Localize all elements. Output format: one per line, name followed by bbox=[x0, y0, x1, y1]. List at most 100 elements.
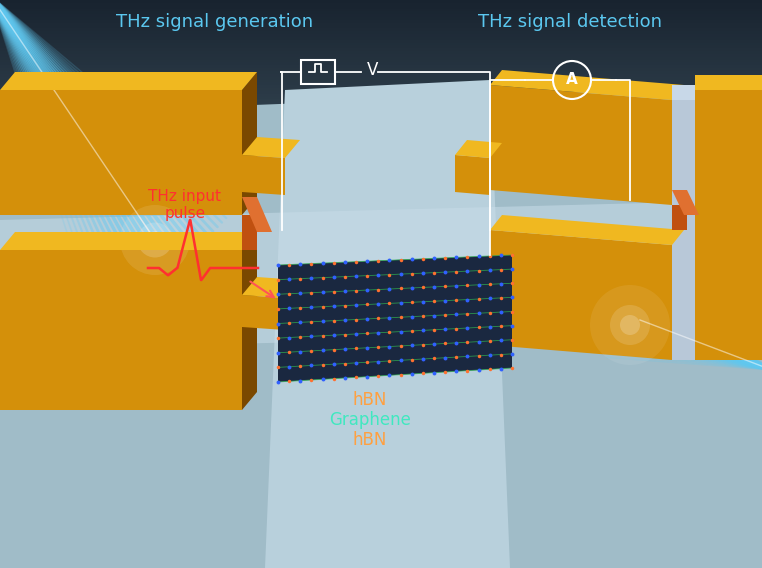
Polygon shape bbox=[0, 506, 762, 508]
Polygon shape bbox=[0, 488, 762, 491]
Text: hBN: hBN bbox=[353, 391, 387, 409]
Polygon shape bbox=[0, 264, 762, 267]
Polygon shape bbox=[0, 193, 762, 196]
Polygon shape bbox=[0, 68, 762, 71]
Polygon shape bbox=[0, 415, 762, 417]
Polygon shape bbox=[490, 70, 684, 100]
Polygon shape bbox=[490, 230, 672, 360]
Polygon shape bbox=[0, 185, 762, 187]
Polygon shape bbox=[0, 500, 762, 503]
Polygon shape bbox=[0, 250, 762, 253]
Polygon shape bbox=[0, 82, 762, 85]
Polygon shape bbox=[0, 145, 762, 148]
Polygon shape bbox=[0, 559, 762, 562]
Polygon shape bbox=[0, 128, 762, 131]
Polygon shape bbox=[0, 540, 762, 542]
Polygon shape bbox=[0, 301, 762, 304]
Polygon shape bbox=[0, 491, 762, 494]
Polygon shape bbox=[0, 349, 762, 352]
Polygon shape bbox=[0, 520, 762, 523]
Polygon shape bbox=[0, 369, 762, 372]
Polygon shape bbox=[0, 114, 762, 116]
Polygon shape bbox=[0, 210, 762, 213]
Polygon shape bbox=[0, 497, 762, 500]
Polygon shape bbox=[0, 511, 762, 514]
Polygon shape bbox=[455, 292, 490, 330]
Polygon shape bbox=[0, 429, 762, 432]
Polygon shape bbox=[455, 140, 502, 158]
Polygon shape bbox=[672, 85, 684, 205]
Text: THz input
pulse: THz input pulse bbox=[149, 189, 222, 221]
Polygon shape bbox=[0, 139, 762, 142]
Polygon shape bbox=[0, 142, 762, 145]
Polygon shape bbox=[0, 219, 762, 222]
Polygon shape bbox=[0, 85, 762, 88]
Polygon shape bbox=[0, 528, 762, 531]
Polygon shape bbox=[0, 65, 762, 68]
Polygon shape bbox=[0, 531, 762, 534]
Polygon shape bbox=[0, 344, 762, 346]
Polygon shape bbox=[0, 250, 242, 410]
Polygon shape bbox=[0, 258, 762, 261]
Polygon shape bbox=[0, 261, 762, 264]
Polygon shape bbox=[0, 403, 762, 406]
Polygon shape bbox=[0, 469, 762, 471]
Polygon shape bbox=[490, 85, 672, 205]
Polygon shape bbox=[265, 80, 510, 568]
Polygon shape bbox=[0, 91, 762, 94]
Polygon shape bbox=[0, 71, 762, 74]
Polygon shape bbox=[0, 463, 762, 466]
Polygon shape bbox=[0, 318, 762, 321]
Polygon shape bbox=[455, 155, 490, 195]
Polygon shape bbox=[0, 267, 762, 270]
Polygon shape bbox=[0, 273, 762, 275]
Polygon shape bbox=[0, 452, 762, 454]
Polygon shape bbox=[0, 378, 762, 381]
Polygon shape bbox=[0, 179, 762, 182]
Polygon shape bbox=[0, 548, 762, 551]
Polygon shape bbox=[0, 406, 762, 409]
Polygon shape bbox=[0, 304, 762, 307]
Text: THz signal detection: THz signal detection bbox=[478, 13, 662, 31]
Polygon shape bbox=[0, 423, 762, 426]
Polygon shape bbox=[0, 122, 762, 125]
Polygon shape bbox=[242, 155, 285, 195]
Polygon shape bbox=[0, 312, 762, 315]
Polygon shape bbox=[0, 293, 762, 295]
Polygon shape bbox=[0, 85, 762, 568]
Polygon shape bbox=[0, 99, 762, 102]
Polygon shape bbox=[0, 457, 762, 460]
Polygon shape bbox=[0, 562, 762, 565]
Polygon shape bbox=[0, 284, 762, 287]
Polygon shape bbox=[0, 216, 762, 219]
Polygon shape bbox=[0, 77, 762, 80]
Polygon shape bbox=[0, 514, 762, 517]
Polygon shape bbox=[455, 277, 502, 295]
Polygon shape bbox=[0, 156, 762, 159]
Polygon shape bbox=[0, 204, 762, 207]
Polygon shape bbox=[0, 435, 762, 437]
Polygon shape bbox=[242, 277, 300, 298]
Polygon shape bbox=[0, 247, 762, 250]
Polygon shape bbox=[0, 224, 762, 227]
Polygon shape bbox=[0, 338, 762, 341]
Polygon shape bbox=[0, 534, 762, 537]
Polygon shape bbox=[0, 239, 762, 241]
Polygon shape bbox=[0, 26, 762, 28]
Polygon shape bbox=[0, 213, 762, 216]
Polygon shape bbox=[672, 100, 695, 360]
Polygon shape bbox=[0, 395, 762, 398]
Circle shape bbox=[137, 223, 172, 257]
Polygon shape bbox=[0, 244, 762, 247]
Circle shape bbox=[610, 305, 650, 345]
Polygon shape bbox=[0, 432, 762, 435]
Circle shape bbox=[120, 205, 190, 275]
Polygon shape bbox=[0, 364, 762, 366]
Polygon shape bbox=[0, 182, 762, 185]
Polygon shape bbox=[0, 196, 762, 199]
Polygon shape bbox=[0, 426, 762, 429]
Polygon shape bbox=[0, 168, 762, 170]
Polygon shape bbox=[242, 232, 257, 410]
Polygon shape bbox=[0, 90, 242, 215]
Polygon shape bbox=[242, 215, 257, 250]
